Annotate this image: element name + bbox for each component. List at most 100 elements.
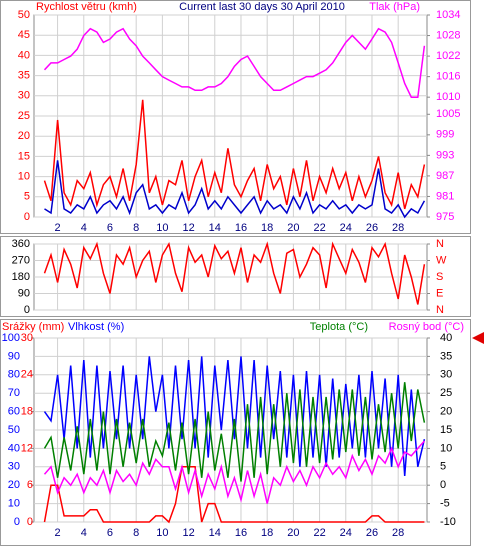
y-tick-label: 25 xyxy=(440,387,452,399)
x-tick-label: 16 xyxy=(235,222,247,234)
legend-label: Srážky (mm) xyxy=(2,321,64,333)
y-tick-label: 40 xyxy=(8,442,20,454)
y-tick-label: 15 xyxy=(440,424,452,436)
x-tick-label: 6 xyxy=(107,222,113,234)
y-tick-label: 24 xyxy=(21,369,33,381)
y-tick-label: 360 xyxy=(12,238,30,250)
y-tick-label: 981 xyxy=(436,190,454,202)
panel-frame xyxy=(0,319,471,546)
x-tick-label: 12 xyxy=(182,222,194,234)
x-tick-label: 22 xyxy=(313,222,325,234)
y-tick-label: 40 xyxy=(18,49,30,61)
x-tick-label: 20 xyxy=(287,527,299,539)
x-tick-label: 2 xyxy=(55,222,61,234)
y-tick-label: 1010 xyxy=(436,91,460,103)
y-tick-label: 10 xyxy=(440,442,452,454)
y-tick-label: 180 xyxy=(12,271,30,283)
y-tick-label: 987 xyxy=(436,170,454,182)
y-tick-label: 25 xyxy=(18,110,30,122)
y-tick-label: 50 xyxy=(18,9,30,21)
y-tick-label: 20 xyxy=(8,479,20,491)
y-tick-label: 70 xyxy=(8,387,20,399)
y-tick-label: 270 xyxy=(12,254,30,266)
x-tick-label: 4 xyxy=(81,222,87,234)
x-tick-label: 16 xyxy=(235,527,247,539)
series-line xyxy=(44,160,426,219)
y-tick-label: 90 xyxy=(8,350,20,362)
y-tick-label: 30 xyxy=(8,461,20,473)
x-tick-label: 2 xyxy=(55,527,61,539)
y-tick-label: 10 xyxy=(8,498,20,510)
x-tick-label: 24 xyxy=(340,527,352,539)
x-tick-label: 4 xyxy=(81,527,87,539)
marker xyxy=(472,332,484,344)
y-tick-label: 999 xyxy=(436,129,454,141)
x-tick-label: 24 xyxy=(340,222,352,234)
y-tick-label: 15 xyxy=(18,150,30,162)
series-line xyxy=(43,466,425,524)
x-tick-label: 6 xyxy=(107,527,113,539)
panel-frame xyxy=(0,0,471,234)
chart-title: Current last 30 days 30 April 2010 xyxy=(179,1,345,13)
series-line xyxy=(43,382,426,482)
y-tick-label: E xyxy=(436,287,443,299)
y-tick-label: 10 xyxy=(18,171,30,183)
x-tick-label: 14 xyxy=(209,527,221,539)
series-line xyxy=(43,356,426,477)
legend-label: Rosný bod (°C) xyxy=(389,321,464,333)
y-tick-label: 1034 xyxy=(436,9,460,21)
x-tick-label: 22 xyxy=(313,527,325,539)
series-line xyxy=(43,440,425,504)
y-tick-label: 5 xyxy=(24,191,30,203)
x-tick-label: 10 xyxy=(156,527,168,539)
y-tick-label: 0 xyxy=(27,516,33,528)
series-line xyxy=(43,27,426,98)
legend-label: Rychlost větru (kmh) xyxy=(36,1,137,13)
x-tick-label: 28 xyxy=(392,222,404,234)
x-tick-label: 18 xyxy=(261,222,273,234)
y-tick-label: 975 xyxy=(436,211,454,223)
y-tick-label: 50 xyxy=(8,424,20,436)
x-tick-label: 28 xyxy=(392,527,404,539)
y-tick-label: 30 xyxy=(440,369,452,381)
panel-frame xyxy=(0,236,471,317)
x-tick-label: 14 xyxy=(209,222,221,234)
y-tick-label: -5 xyxy=(440,498,450,510)
legend-label: Vlhkost (%) xyxy=(68,321,124,333)
y-tick-label: 12 xyxy=(21,442,33,454)
series-line xyxy=(43,241,426,305)
y-tick-label: 5 xyxy=(440,461,446,473)
x-tick-label: 18 xyxy=(261,527,273,539)
x-tick-label: 26 xyxy=(366,222,378,234)
x-tick-label: 20 xyxy=(287,222,299,234)
y-tick-label: 100 xyxy=(2,332,20,344)
series-line xyxy=(43,99,426,210)
legend-label: Tlak (hPa) xyxy=(369,1,420,13)
y-tick-label: 0 xyxy=(14,516,20,528)
y-tick-label: 40 xyxy=(440,332,452,344)
legend-label: Teplota (°C) xyxy=(310,321,368,333)
y-tick-label: 30 xyxy=(18,90,30,102)
y-tick-label: 1016 xyxy=(436,71,460,83)
x-tick-label: 8 xyxy=(133,527,139,539)
y-tick-label: W xyxy=(436,254,447,266)
y-tick-label: 80 xyxy=(8,369,20,381)
y-tick-label: 20 xyxy=(440,406,452,418)
y-tick-label: S xyxy=(436,271,443,283)
y-tick-label: 0 xyxy=(24,304,30,316)
y-tick-label: 18 xyxy=(21,406,33,418)
y-tick-label: 35 xyxy=(18,70,30,82)
x-tick-label: 12 xyxy=(182,527,194,539)
y-tick-label: 60 xyxy=(8,406,20,418)
y-tick-label: N xyxy=(436,304,444,316)
x-tick-label: 8 xyxy=(133,222,139,234)
y-tick-label: 35 xyxy=(440,350,452,362)
y-tick-label: 20 xyxy=(18,130,30,142)
y-tick-label: 0 xyxy=(24,211,30,223)
y-tick-label: 993 xyxy=(436,149,454,161)
x-tick-label: 26 xyxy=(366,527,378,539)
y-tick-label: -10 xyxy=(440,516,456,528)
y-tick-label: 1005 xyxy=(436,108,460,120)
y-tick-label: 90 xyxy=(18,287,30,299)
